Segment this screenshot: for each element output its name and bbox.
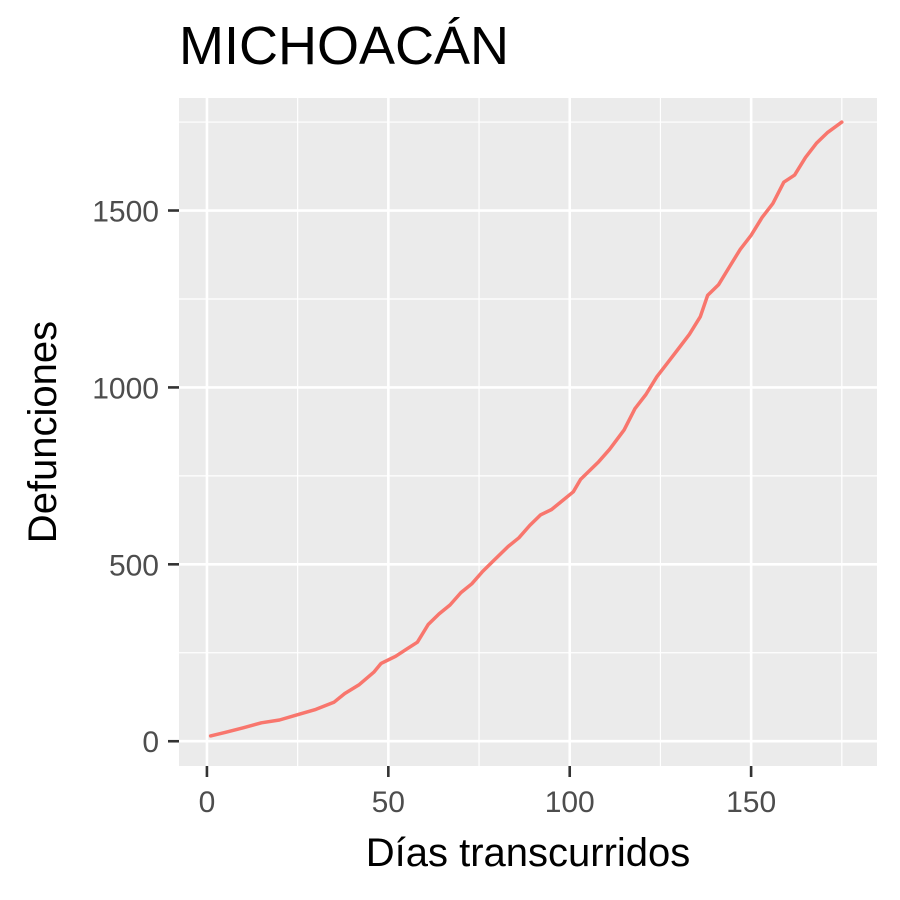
y-axis-title: Defunciones <box>21 321 65 543</box>
x-tick-label: 50 <box>372 786 405 819</box>
y-tick-label: 1000 <box>92 372 159 405</box>
x-tick-label: 100 <box>545 786 595 819</box>
grid-major <box>179 98 877 766</box>
y-axis: 0 500 1000 1500 <box>92 196 179 759</box>
x-axis-title: Días transcurridos <box>366 831 691 875</box>
x-tick-label: 0 <box>199 786 216 819</box>
x-axis: 0 50 100 150 <box>199 766 776 819</box>
y-tick-label: 500 <box>109 549 159 582</box>
x-tick-label: 150 <box>726 786 776 819</box>
chart-title: MICHOACÁN <box>179 16 509 76</box>
y-tick-label: 0 <box>142 726 159 759</box>
y-tick-label: 1500 <box>92 196 159 229</box>
plot-panel <box>179 98 877 766</box>
series-line <box>208 120 844 738</box>
